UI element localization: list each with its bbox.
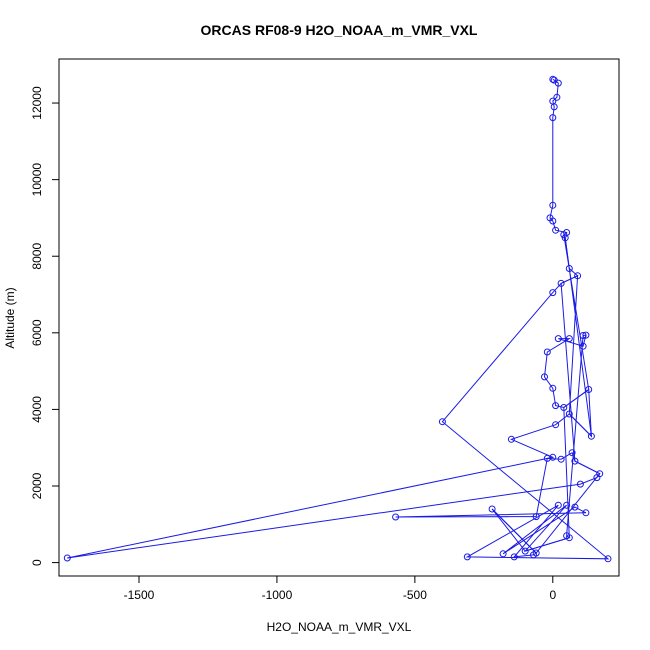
x-tick-label: 0	[549, 588, 556, 602]
data-point	[561, 234, 569, 242]
data-point	[554, 335, 562, 343]
y-tick-label: 2000	[30, 472, 44, 499]
data-point	[549, 217, 557, 225]
chart-title: ORCAS RF08-9 H2O_NOAA_m_VMR_VXL	[201, 22, 478, 38]
y-tick-label: 0	[30, 559, 44, 566]
series-points	[63, 75, 612, 563]
data-point	[549, 75, 557, 83]
data-point	[585, 386, 593, 393]
data-point	[568, 449, 576, 457]
data-point	[554, 79, 562, 87]
data-point	[565, 335, 573, 343]
y-tick-label: 6000	[30, 319, 44, 346]
data-point	[438, 418, 446, 426]
data-point	[593, 474, 601, 482]
data-point	[488, 505, 496, 513]
data-point	[463, 553, 471, 561]
data-point	[582, 509, 590, 517]
data-point	[579, 342, 587, 350]
data-point	[521, 547, 529, 555]
data-point	[541, 373, 548, 381]
data-point	[549, 384, 557, 392]
data-point	[552, 421, 560, 429]
data-point	[552, 402, 560, 410]
data-point	[532, 513, 540, 521]
data-point	[543, 454, 551, 462]
data-point	[554, 501, 562, 509]
data-point	[582, 331, 590, 339]
data-point	[587, 432, 595, 440]
x-tick-label: -1500	[124, 588, 155, 602]
data-point	[499, 550, 507, 558]
data-point	[557, 279, 565, 287]
series-line-segment-1	[67, 334, 601, 559]
data-point	[565, 265, 573, 272]
data-point	[552, 226, 560, 234]
series-lines	[67, 78, 610, 560]
y-tick-label: 10000	[30, 163, 44, 197]
y-tick-label: 4000	[30, 396, 44, 423]
series-line-segment-0	[441, 78, 610, 560]
y-axis-label: Altitude (m)	[3, 287, 17, 348]
data-point	[549, 289, 557, 297]
series-line-segment-2	[67, 234, 601, 559]
data-point	[532, 549, 540, 557]
data-point	[392, 513, 400, 521]
data-point	[550, 103, 558, 111]
data-point	[563, 501, 571, 509]
data-point	[549, 201, 557, 209]
y-tick-label: 12000	[30, 86, 44, 120]
data-point	[579, 332, 587, 339]
data-point	[507, 435, 515, 443]
data-point	[563, 532, 571, 540]
x-tick-label: -1000	[262, 588, 293, 602]
data-point	[574, 272, 582, 280]
data-point	[549, 114, 557, 122]
data-point	[571, 503, 579, 511]
data-point	[571, 457, 579, 465]
x-tick-label: -500	[403, 588, 427, 602]
data-point	[543, 348, 551, 356]
data-point	[565, 410, 573, 418]
data-point	[560, 404, 568, 411]
x-axis-label: H2O_NOAA_m_VMR_VXL	[267, 620, 412, 634]
data-point	[510, 553, 518, 561]
data-point	[557, 455, 565, 463]
data-point	[553, 93, 561, 101]
data-point	[63, 554, 71, 562]
data-point	[604, 555, 612, 563]
data-point	[576, 480, 584, 488]
y-tick-label: 8000	[30, 243, 44, 270]
y-axis: 0 2000 4000 6000 8000 10000 12000	[30, 86, 60, 566]
x-axis: -1500 -1000 -500 0	[124, 575, 556, 602]
